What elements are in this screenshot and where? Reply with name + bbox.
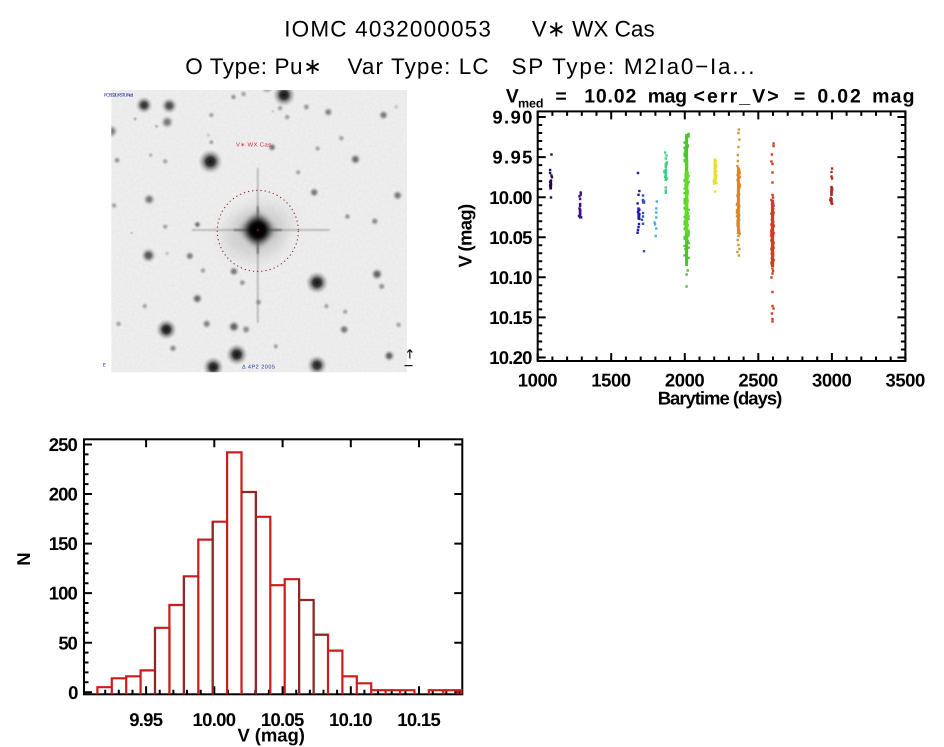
svg-text:Var Type: LC: Var Type: LC xyxy=(348,54,489,79)
svg-text:O Type: Pu∗: O Type: Pu∗ xyxy=(185,54,322,79)
svg-text:10.15: 10.15 xyxy=(489,307,532,328)
svg-text:10.10: 10.10 xyxy=(489,267,532,288)
svg-text:10.05: 10.05 xyxy=(261,709,305,730)
svg-text:250: 250 xyxy=(49,434,78,455)
svg-text:POSS2/UKSTU Red: POSS2/UKSTU Red xyxy=(104,93,134,99)
svg-text:3000: 3000 xyxy=(812,370,852,391)
svg-text:50: 50 xyxy=(58,632,77,653)
svg-text:10.00: 10.00 xyxy=(193,709,237,730)
svg-text:10.20: 10.20 xyxy=(489,347,532,368)
svg-text:V: V xyxy=(506,85,519,107)
svg-text:V (mag): V (mag) xyxy=(455,204,476,268)
svg-text:0.02: 0.02 xyxy=(817,85,861,107)
svg-text:IOMC 4032000053: IOMC 4032000053 xyxy=(284,16,491,41)
svg-text:N: N xyxy=(13,552,34,565)
svg-text:2500: 2500 xyxy=(738,370,778,391)
svg-text:1500: 1500 xyxy=(591,370,631,391)
svg-text:=: = xyxy=(794,85,805,107)
svg-text:SP Type: M2Ia0−Ia...: SP Type: M2Ia0−Ia... xyxy=(512,54,755,79)
svg-text:9.90: 9.90 xyxy=(492,107,532,128)
svg-text:100: 100 xyxy=(49,583,78,604)
svg-text:150: 150 xyxy=(49,533,78,554)
svg-text:=: = xyxy=(555,85,566,107)
svg-text:3500: 3500 xyxy=(886,370,926,391)
svg-text:Barytime (days): Barytime (days) xyxy=(658,387,783,408)
svg-text:10.15: 10.15 xyxy=(397,709,441,730)
svg-text:mag: mag xyxy=(648,85,687,107)
svg-text:10.02: 10.02 xyxy=(584,85,636,107)
svg-text:V (mag): V (mag) xyxy=(237,725,305,746)
svg-text:1000: 1000 xyxy=(518,370,558,391)
svg-text:10.05: 10.05 xyxy=(489,227,532,248)
svg-text:2000: 2000 xyxy=(665,370,705,391)
svg-text:Δ 4P2 2005: Δ 4P2 2005 xyxy=(242,365,275,371)
svg-text:V∗ WX Cas: V∗ WX Cas xyxy=(236,142,271,149)
svg-text:9.95: 9.95 xyxy=(492,147,532,168)
svg-text:<err_V>: <err_V> xyxy=(694,85,779,107)
svg-text:0: 0 xyxy=(68,682,78,703)
svg-text:med: med xyxy=(518,97,544,111)
svg-text:9.95: 9.95 xyxy=(129,709,163,730)
svg-text:V∗ WX Cas: V∗ WX Cas xyxy=(532,16,655,41)
svg-text:mag: mag xyxy=(872,85,915,107)
svg-text:10.00: 10.00 xyxy=(489,187,532,208)
svg-text:E: E xyxy=(103,363,106,369)
svg-text:10.10: 10.10 xyxy=(329,709,373,730)
svg-text:200: 200 xyxy=(49,484,78,505)
